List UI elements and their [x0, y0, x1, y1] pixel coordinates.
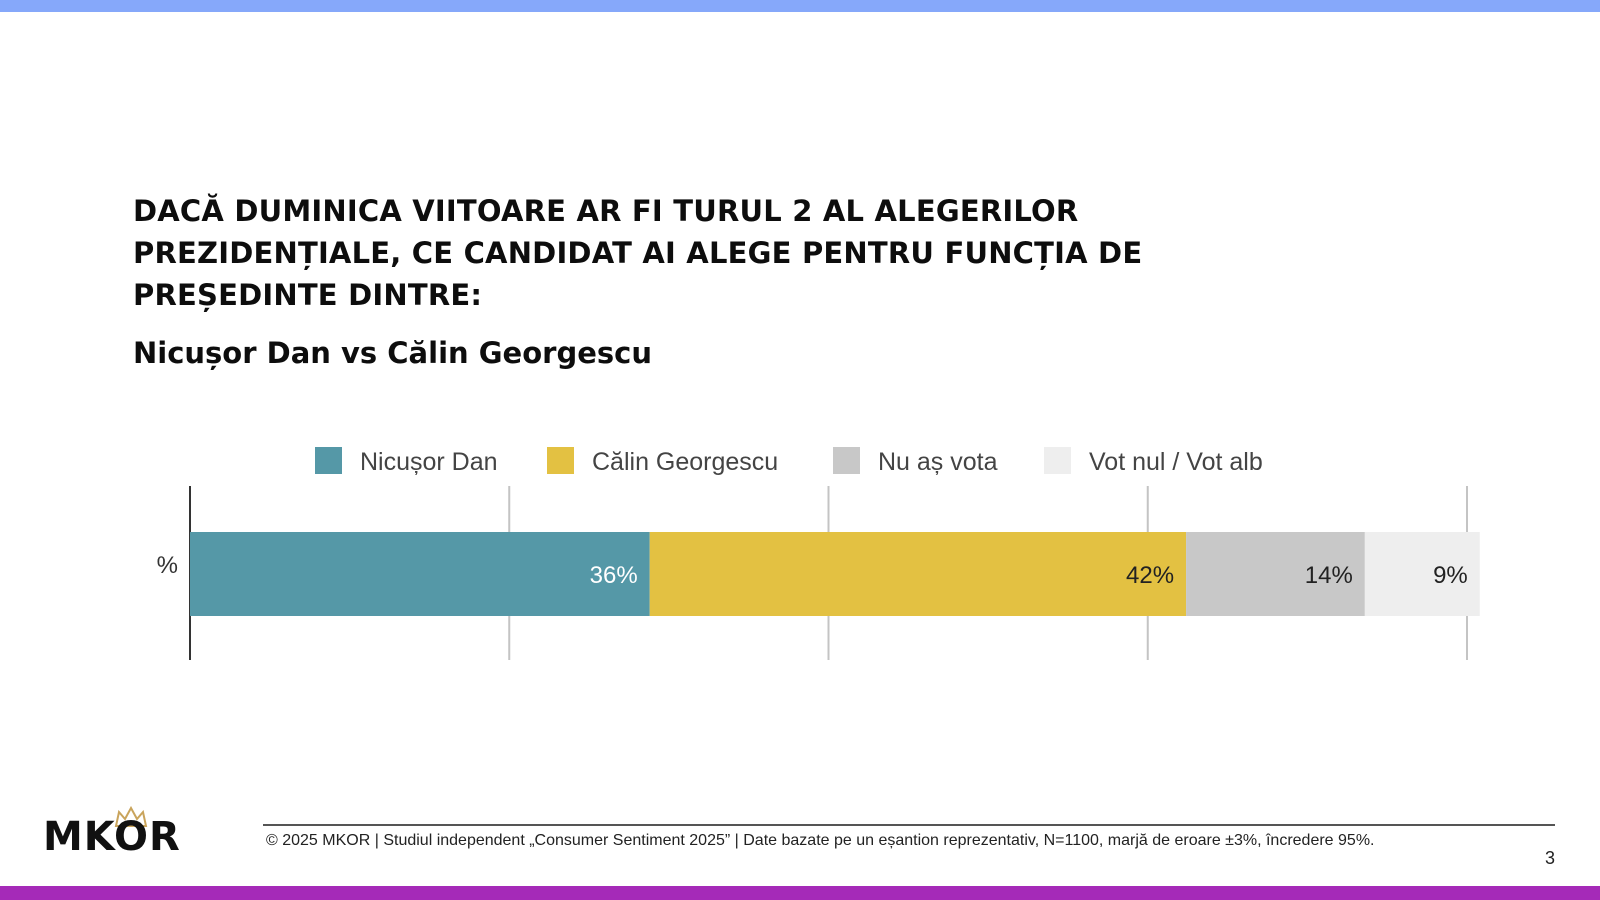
stacked-bar-chart: Nicușor Dan Călin Georgescu Nu aș vota Vot … [157, 447, 1480, 660]
bar-segment-1 [649, 532, 1187, 616]
legend-swatch-1 [547, 447, 574, 474]
bar-segment-2 [1186, 532, 1365, 616]
legend-label-1: Călin Georgescu [592, 448, 778, 476]
crown-icon [114, 806, 148, 827]
bottom-accent-bar [0, 886, 1600, 900]
legend-swatch-2 [833, 447, 860, 474]
data-label-2: 14% [1305, 562, 1353, 589]
footer-divider [263, 824, 1555, 826]
legend-swatch-0 [315, 447, 342, 474]
category-label: % [157, 552, 178, 579]
mkor-logo: MKOR [43, 806, 193, 862]
bar-segment-0 [190, 532, 650, 616]
top-accent-bar [0, 0, 1600, 12]
question-title: DACĂ DUMINICA VIITOARE AR FI TURUL 2 AL … [133, 194, 1143, 312]
chart-subtitle: Nicușor Dan vs Călin Georgescu [133, 336, 652, 370]
data-label-1: 42% [1126, 562, 1174, 589]
chart-data-labels: 36% 42% 14% 9% [590, 562, 1468, 589]
legend-label-2: Nu aș vota [878, 448, 998, 476]
legend-label-0: Nicușor Dan [360, 448, 498, 476]
chart-legend: Nicușor Dan Călin Georgescu Nu aș vota Vot … [315, 447, 1263, 476]
data-label-0: 36% [590, 562, 638, 589]
chart-bars [190, 532, 1480, 616]
page-number: 3 [1544, 848, 1555, 868]
legend-swatch-3 [1044, 447, 1071, 474]
footer-source-note: © 2025 MKOR | Studiul independent „Consu… [266, 832, 1375, 849]
logo-wordmark: MKOR [43, 814, 181, 860]
legend-label-3: Vot nul / Vot alb [1089, 448, 1263, 476]
bar-segment-3 [1364, 532, 1480, 616]
data-label-3: 9% [1433, 562, 1468, 589]
